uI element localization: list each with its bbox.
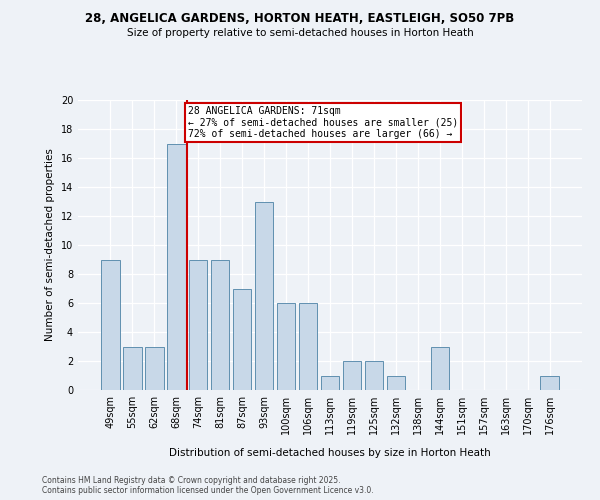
Text: Size of property relative to semi-detached houses in Horton Heath: Size of property relative to semi-detach… [127, 28, 473, 38]
Bar [320, 376, 340, 390]
Bar [233, 288, 251, 390]
Bar [101, 260, 119, 390]
Bar [189, 260, 208, 390]
Bar [386, 376, 405, 390]
Text: Distribution of semi-detached houses by size in Horton Heath: Distribution of semi-detached houses by … [169, 448, 491, 458]
Bar [299, 303, 317, 390]
Text: 28 ANGELICA GARDENS: 71sqm
← 27% of semi-detached houses are smaller (25)
72% of: 28 ANGELICA GARDENS: 71sqm ← 27% of semi… [188, 106, 458, 139]
Bar [145, 346, 164, 390]
Text: Contains HM Land Registry data © Crown copyright and database right 2025.
Contai: Contains HM Land Registry data © Crown c… [42, 476, 374, 495]
Bar [343, 361, 361, 390]
Bar [211, 260, 229, 390]
Bar [431, 346, 449, 390]
Bar [255, 202, 274, 390]
Bar [365, 361, 383, 390]
Bar [167, 144, 185, 390]
Bar [123, 346, 142, 390]
Y-axis label: Number of semi-detached properties: Number of semi-detached properties [45, 148, 55, 342]
Bar [541, 376, 559, 390]
Text: 28, ANGELICA GARDENS, HORTON HEATH, EASTLEIGH, SO50 7PB: 28, ANGELICA GARDENS, HORTON HEATH, EAST… [85, 12, 515, 26]
Bar [277, 303, 295, 390]
